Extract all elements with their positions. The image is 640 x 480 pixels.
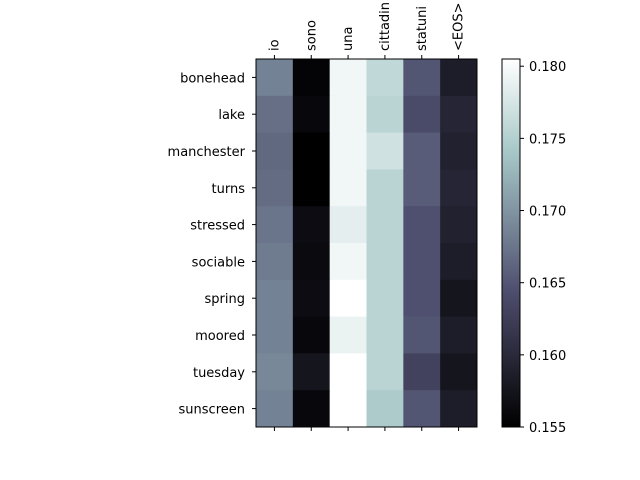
heatmap-cell <box>329 59 367 97</box>
heatmap-cell <box>440 243 478 281</box>
heatmap-cell <box>403 59 441 97</box>
heatmap-cell <box>403 390 441 428</box>
colorbar-tick-label: 0.155 <box>529 421 566 436</box>
heatmap-cell <box>329 169 367 207</box>
heatmap-cell <box>440 206 478 244</box>
heatmap-frame <box>255 58 478 428</box>
heatmap-cell <box>329 316 367 354</box>
heatmap-cell <box>403 316 441 354</box>
heatmap-cell <box>366 316 404 354</box>
heatmap-cell <box>440 59 478 97</box>
heatmap-cell <box>403 169 441 207</box>
y-tick-label: tuesday <box>193 366 245 381</box>
x-axis-ticks: io sono una cittadin statuni <EOS> <box>267 2 467 431</box>
heatmap-cell <box>256 279 294 318</box>
y-axis-ticks: bonehead lake manchester turns stressed socia… <box>168 71 256 418</box>
heatmap-cell <box>292 169 331 207</box>
heatmap-cell <box>366 279 404 318</box>
heatmap-cell <box>329 390 367 428</box>
heatmap-cell <box>366 243 404 281</box>
heatmap-cell <box>403 95 441 134</box>
x-tick-label: statuni <box>415 6 430 51</box>
y-tick-label: lake <box>218 108 245 123</box>
heatmap-cell <box>403 279 441 318</box>
heatmap-cell <box>256 390 294 428</box>
heatmap-cells <box>256 59 478 428</box>
y-tick-label: bonehead <box>180 71 245 86</box>
y-tick-label: moored <box>195 329 245 344</box>
heatmap-cell <box>366 95 404 134</box>
heatmap-cell <box>440 169 478 207</box>
heatmap-cell <box>256 95 294 134</box>
heatmap-cell <box>292 243 331 281</box>
x-tick-label: cittadin <box>378 2 393 51</box>
heatmap-cell <box>329 132 367 170</box>
heatmap-cell <box>440 390 478 428</box>
y-tick-label: manchester <box>168 145 246 160</box>
heatmap-cell <box>256 316 294 354</box>
heatmap-cell <box>440 132 478 170</box>
heatmap-cell <box>440 95 478 134</box>
heatmap-cell <box>292 206 331 244</box>
y-tick-label: sociable <box>192 255 245 270</box>
heatmap-cell <box>256 353 294 391</box>
heatmap-cell <box>329 353 367 391</box>
y-tick-label: sunscreen <box>179 403 245 418</box>
x-tick-label: sono <box>304 20 319 51</box>
heatmap-cell <box>366 390 404 428</box>
heatmap-cell <box>256 243 294 281</box>
x-tick-label: una <box>341 27 356 51</box>
heatmap-cell <box>256 132 294 170</box>
heatmap-cell <box>440 353 478 391</box>
colorbar-tick-label: 0.180 <box>529 60 566 75</box>
heatmap-cell <box>403 132 441 170</box>
heatmap-cell <box>292 390 331 428</box>
heatmap-cell <box>292 132 331 170</box>
heatmap-cell <box>292 316 331 354</box>
heatmap-cell <box>256 59 294 97</box>
heatmap-cell <box>256 206 294 244</box>
heatmap-cell <box>329 95 367 134</box>
heatmap-cell <box>403 353 441 391</box>
heatmap-cell <box>403 243 441 281</box>
colorbar-tick-label: 0.160 <box>529 349 566 364</box>
colorbar-tick-label: 0.175 <box>529 132 566 147</box>
heatmap-cell <box>292 59 331 97</box>
heatmap-cell <box>440 316 478 354</box>
colorbar-tick-label: 0.170 <box>529 205 566 220</box>
heatmap-cell <box>292 279 331 318</box>
heatmap-cell <box>366 169 404 207</box>
x-tick-label: <EOS> <box>452 3 467 51</box>
y-tick-label: spring <box>205 292 245 307</box>
x-tick-label: io <box>267 39 282 51</box>
heatmap-cell <box>366 353 404 391</box>
heatmap-cell <box>366 132 404 170</box>
heatmap-cell <box>292 353 331 391</box>
heatmap-cell <box>440 279 478 318</box>
y-tick-label: turns <box>212 182 246 197</box>
heatmap-cell <box>329 279 367 318</box>
heatmap-cell <box>403 206 441 244</box>
colorbar <box>501 58 521 428</box>
colorbar-ticks: 0.155 0.160 0.165 0.170 0.175 0.180 <box>520 60 566 436</box>
heatmap-cell <box>366 206 404 244</box>
colorbar-tick-label: 0.165 <box>529 277 566 292</box>
heatmap-cell <box>366 59 404 97</box>
heatmap-cell <box>256 169 294 207</box>
heatmap-cell <box>329 243 367 281</box>
heatmap-cell <box>329 206 367 244</box>
heatmap-cell <box>292 95 331 134</box>
y-tick-label: stressed <box>190 219 245 234</box>
